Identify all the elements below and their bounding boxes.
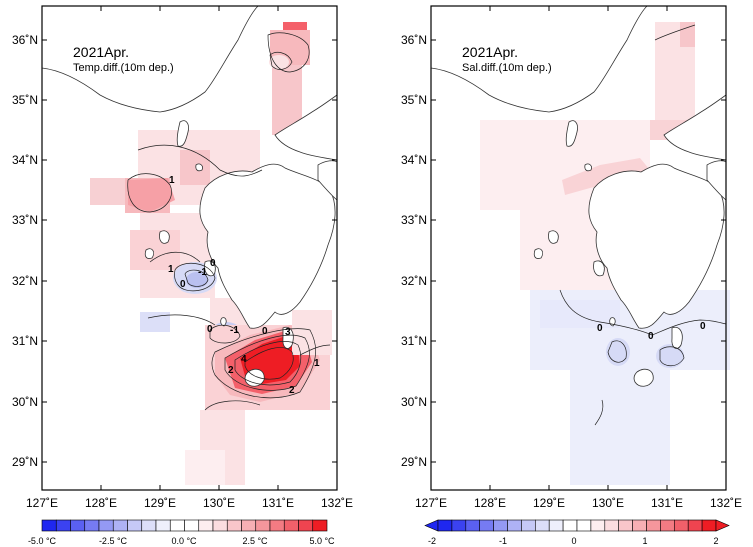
colorbar-label: 1 bbox=[642, 536, 647, 546]
x-tick-label: 132˚E bbox=[710, 496, 742, 510]
contour-label: 0 bbox=[180, 279, 186, 290]
x-tick-labels: 127˚E 128˚E 129˚E 130˚E 131˚E 132˚E bbox=[26, 496, 353, 510]
temperature-colorbar-labels: -5.0 °C -2.5 °C 0.0 °C 2.5 °C 5.0 °C bbox=[28, 536, 335, 546]
map-subtitle: Sal.diff.(10m dep.) bbox=[462, 62, 552, 74]
y-tick-label: 34˚N bbox=[401, 153, 427, 167]
contour-label: 0 bbox=[207, 324, 213, 335]
map-frame bbox=[430, 5, 727, 491]
colorbar-label: 2.5 °C bbox=[242, 536, 268, 546]
map-title: 2021Apr. bbox=[73, 44, 129, 60]
x-axis bbox=[430, 6, 727, 490]
y-tick-label: 33˚N bbox=[401, 213, 427, 227]
contour-label: 1 bbox=[169, 175, 175, 186]
y-tick-label: 30˚N bbox=[12, 395, 38, 409]
land bbox=[430, 5, 727, 387]
x-tick-label: 127˚E bbox=[415, 496, 447, 510]
contour-label: 0 bbox=[262, 326, 268, 337]
contour-label: 0 bbox=[597, 323, 603, 334]
contour-label: 2 bbox=[228, 365, 234, 376]
x-tick-labels: 127˚E 128˚E 129˚E 130˚E 131˚E 132˚E bbox=[415, 496, 742, 510]
temperature-contour-labels: 1 1 -1 0 0 0 -1 4 2 2 3 0 1 bbox=[168, 175, 320, 396]
x-tick-label: 130˚E bbox=[592, 496, 624, 510]
x-tick-label: 129˚E bbox=[533, 496, 565, 510]
salinity-colorbar-labels: -2 -1 0 1 2 bbox=[428, 536, 719, 546]
contour-label: 3 bbox=[285, 327, 291, 338]
colorbar-label: 0.0 °C bbox=[171, 536, 197, 546]
x-tick-label: 129˚E bbox=[144, 496, 176, 510]
x-tick-label: 132˚E bbox=[321, 496, 353, 510]
y-tick-labels: 36˚N 35˚N 34˚N 33˚N 32˚N 31˚N 30˚N 29˚N bbox=[401, 33, 427, 469]
x-tick-label: 127˚E bbox=[26, 496, 58, 510]
contour-label: 1 bbox=[168, 264, 174, 275]
salinity-colorbar bbox=[424, 519, 730, 532]
y-tick-label: 31˚N bbox=[401, 334, 427, 348]
salinity-contour-labels: 0 0 0 bbox=[597, 321, 706, 342]
salinity-contours bbox=[559, 24, 727, 426]
colorbar-label: -2 bbox=[428, 536, 436, 546]
y-tick-label: 35˚N bbox=[401, 93, 427, 107]
y-tick-label: 34˚N bbox=[12, 153, 38, 167]
y-axis bbox=[42, 39, 337, 463]
colorbar-label: -5.0 °C bbox=[28, 536, 57, 546]
colorbar-label: 2 bbox=[713, 536, 718, 546]
y-tick-label: 33˚N bbox=[12, 213, 38, 227]
x-tick-label: 131˚E bbox=[262, 496, 294, 510]
y-tick-label: 29˚N bbox=[401, 455, 427, 469]
land bbox=[41, 5, 338, 387]
colorbar-label: 5.0 °C bbox=[309, 536, 335, 546]
colorbar-label: 0 bbox=[571, 536, 576, 546]
map-frame bbox=[41, 5, 338, 491]
map-subtitle: Temp.diff.(10m dep.) bbox=[73, 62, 174, 74]
y-tick-label: 36˚N bbox=[401, 33, 427, 47]
contour-label: 0 bbox=[648, 331, 654, 342]
salinity-map-panel: 0 0 0 2021Apr. Sal.diff.(10m dep.) 36˚N … bbox=[401, 5, 742, 546]
x-axis bbox=[41, 6, 338, 490]
y-tick-label: 36˚N bbox=[12, 33, 38, 47]
y-tick-label: 35˚N bbox=[12, 93, 38, 107]
y-tick-label: 32˚N bbox=[12, 274, 38, 288]
x-tick-label: 130˚E bbox=[203, 496, 235, 510]
y-tick-label: 32˚N bbox=[401, 274, 427, 288]
y-tick-label: 29˚N bbox=[12, 455, 38, 469]
contour-label: 2 bbox=[289, 385, 295, 396]
y-axis bbox=[431, 39, 726, 463]
contour-label: 1 bbox=[314, 358, 320, 369]
map-title: 2021Apr. bbox=[462, 44, 518, 60]
colorbar-label: -1 bbox=[499, 536, 507, 546]
x-tick-label: 128˚E bbox=[85, 496, 117, 510]
y-tick-labels: 36˚N 35˚N 34˚N 33˚N 32˚N 31˚N 30˚N 29˚N bbox=[12, 33, 38, 469]
x-tick-label: 128˚E bbox=[474, 496, 506, 510]
temperature-colorbar bbox=[41, 519, 328, 532]
x-tick-label: 131˚E bbox=[651, 496, 683, 510]
y-tick-label: 31˚N bbox=[12, 334, 38, 348]
y-tick-label: 30˚N bbox=[401, 395, 427, 409]
contour-label: 4 bbox=[241, 354, 247, 365]
colorbar-label: -2.5 °C bbox=[99, 536, 128, 546]
contour-label: 0 bbox=[210, 258, 216, 269]
contour-label: -1 bbox=[230, 325, 239, 336]
salinity-anomaly-field bbox=[480, 22, 730, 485]
temperature-contours bbox=[127, 32, 331, 411]
contour-label: -1 bbox=[198, 267, 207, 278]
temperature-map-panel: 1 1 -1 0 0 0 -1 4 2 2 3 0 1 2021Apr. Tem… bbox=[12, 5, 353, 546]
contour-label: 0 bbox=[700, 321, 706, 332]
